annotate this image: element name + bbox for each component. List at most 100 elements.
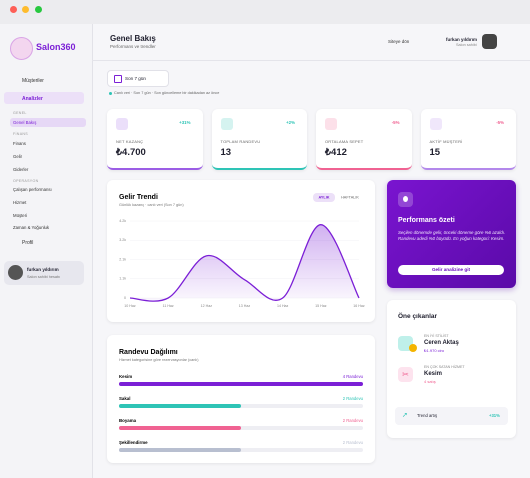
button-label: Gelir analizine git — [431, 267, 471, 272]
back-link[interactable]: Siteye dön — [388, 39, 410, 44]
header-user-name: furkan yıldırım — [446, 37, 478, 42]
avatar — [8, 265, 23, 280]
y-tick-label: 3.2k — [119, 238, 126, 242]
divider — [92, 60, 530, 61]
stat-value: ₺412 — [325, 147, 347, 158]
logo — [10, 37, 33, 60]
bar — [119, 448, 241, 452]
stat-label: NET KAZANÇ — [116, 139, 144, 144]
nav-item[interactable]: Analizler — [22, 96, 43, 102]
distribution-title: Randevu Dağılımı — [119, 349, 178, 356]
period-label: Son 7 gün — [125, 76, 146, 81]
highlight-name: Kesim — [424, 371, 443, 377]
highlight-label: EN İYİ STİLİST — [424, 334, 449, 338]
star-badge — [409, 344, 417, 352]
y-tick-label: 1.1k — [119, 277, 126, 281]
performance-card: Performans özeti Seçilen dönemde gelir, … — [387, 180, 516, 288]
stat-label: ORTALAMA SEPET — [325, 139, 364, 144]
performance-button[interactable]: Gelir analizine git — [398, 265, 504, 275]
nav-item[interactable]: Müşteriler — [22, 78, 44, 84]
stat-icon — [325, 118, 337, 130]
highlights-title: Öne çıkanlar — [398, 313, 438, 320]
stat-card: +31% NET KAZANÇ ₺4.700 — [107, 109, 203, 170]
category-label: Boyama — [119, 418, 137, 423]
bar — [119, 404, 241, 408]
user-card: furkan yıldırım Salon sahibi hesabı — [4, 261, 84, 285]
stat-icon — [220, 118, 233, 130]
value-label: 2 Randevu — [343, 418, 364, 423]
title-bar — [0, 0, 530, 24]
sub-item[interactable]: Zaman & Yoğunluk — [13, 225, 50, 230]
trend-label: Trend artış — [417, 413, 438, 418]
header-avatar — [482, 34, 497, 49]
section-title: FİNANS — [13, 132, 28, 136]
period-filter[interactable]: Son 7 gün — [107, 70, 169, 87]
x-tick-label: 13 Haz — [239, 304, 251, 308]
scissors-icon: ✂ — [398, 367, 413, 382]
trend-row: ➚ Trend artış +31% — [395, 407, 508, 425]
bar — [119, 426, 241, 430]
nav-item[interactable]: Profil — [22, 240, 34, 246]
category-label: Sakal — [119, 396, 130, 401]
page-title: Genel Bakış — [110, 34, 156, 43]
value-label: 2 Randevu — [343, 396, 364, 401]
category-label: Şekillendirme — [119, 440, 148, 445]
trend-value: +31% — [489, 413, 500, 418]
category-label: Kesim — [119, 374, 132, 379]
live-dot — [109, 92, 112, 95]
area — [130, 224, 359, 302]
sub-item[interactable]: Giderler — [13, 167, 29, 172]
brand: Salon360 — [36, 42, 76, 52]
performance-title: Performans özeti — [398, 217, 455, 224]
x-tick-label: 12 Haz — [201, 304, 213, 308]
x-tick-label: 10 Haz — [124, 304, 136, 308]
distribution-chart: Randevu Dağılımı Hizmet kategorisine gör… — [119, 349, 364, 452]
nav-active — [4, 92, 84, 104]
bar — [119, 382, 363, 386]
stat-icon — [116, 118, 128, 130]
stat-value: 13 — [220, 147, 232, 158]
y-tick-label: 4.2k — [119, 219, 126, 223]
sub-item[interactable]: Müşteri — [13, 213, 28, 218]
sub-item[interactable]: Genel Bakış — [13, 120, 37, 125]
stat-change: -5% — [391, 120, 400, 125]
chart-subtitle: Günlük kazanç · canlı veri (Son 7 gün) — [119, 203, 184, 207]
value-label: 4 Randevu — [343, 374, 364, 379]
x-tick-label: 11 Haz — [163, 304, 174, 308]
sub-item[interactable]: Hizmet — [13, 200, 27, 205]
chart-card: Gelir Trendi Günlük kazanç · canlı veri … — [107, 180, 375, 322]
sub-item[interactable]: Çalışan performansı — [13, 187, 52, 192]
stat-card: -5% ORTALAMA SEPET ₺412 — [316, 109, 412, 170]
user-name: furkan yıldırım — [27, 267, 59, 272]
sub-item[interactable]: Finans — [13, 141, 26, 146]
sub-item[interactable]: Gelir — [13, 154, 23, 159]
page-subtitle: Performans ve trendler — [110, 44, 156, 49]
highlight-detail: ₺1.970 ciro — [424, 348, 445, 353]
chart-title: Gelir Trendi — [119, 194, 158, 201]
stat-change: -5% — [496, 120, 504, 125]
user-role: Salon sahibi hesabı — [27, 275, 61, 279]
y-tick-label: 0 — [124, 296, 126, 300]
highlights-card: Öne çıkanlar EN İYİ STİLİST Ceren Aktaş … — [387, 300, 516, 438]
highlight-detail: 4 satış — [424, 379, 436, 384]
toggle[interactable]: AYLIK — [318, 196, 329, 200]
stat-label: TOPLAM RANDEVU — [220, 139, 261, 144]
distribution-card: Randevu Dağılımı Hizmet kategorisine gör… — [107, 335, 375, 463]
line — [129, 224, 360, 302]
highlight-label: EN ÇOK SATAN HİZMET — [424, 365, 465, 369]
distribution-subtitle: Hizmet kategorisine göre rezervasyonlar … — [119, 358, 199, 362]
section-title: OPERASYON — [13, 179, 39, 183]
stat-value: 15 — [429, 147, 441, 158]
header-user-role: Salon sahibi — [456, 43, 477, 47]
stat-label: AKTİF MÜŞTERİ — [429, 139, 463, 144]
stat-value: ₺4.700 — [116, 147, 146, 158]
highlight-name: Ceren Aktaş — [424, 340, 459, 346]
performance-text: Seçilen dönemde gelir, önceki döneme gör… — [398, 230, 506, 242]
stat-card: -5% AKTİF MÜŞTERİ 15 — [420, 109, 516, 170]
status: Canlı veri · Son 7 gün · Son güncelleme … — [114, 91, 220, 95]
stat-icon — [429, 118, 442, 130]
section-title: GENEL — [13, 111, 27, 115]
toggle[interactable]: HAFTALIK — [341, 196, 359, 200]
x-tick-label: 15 Haz — [315, 304, 327, 308]
